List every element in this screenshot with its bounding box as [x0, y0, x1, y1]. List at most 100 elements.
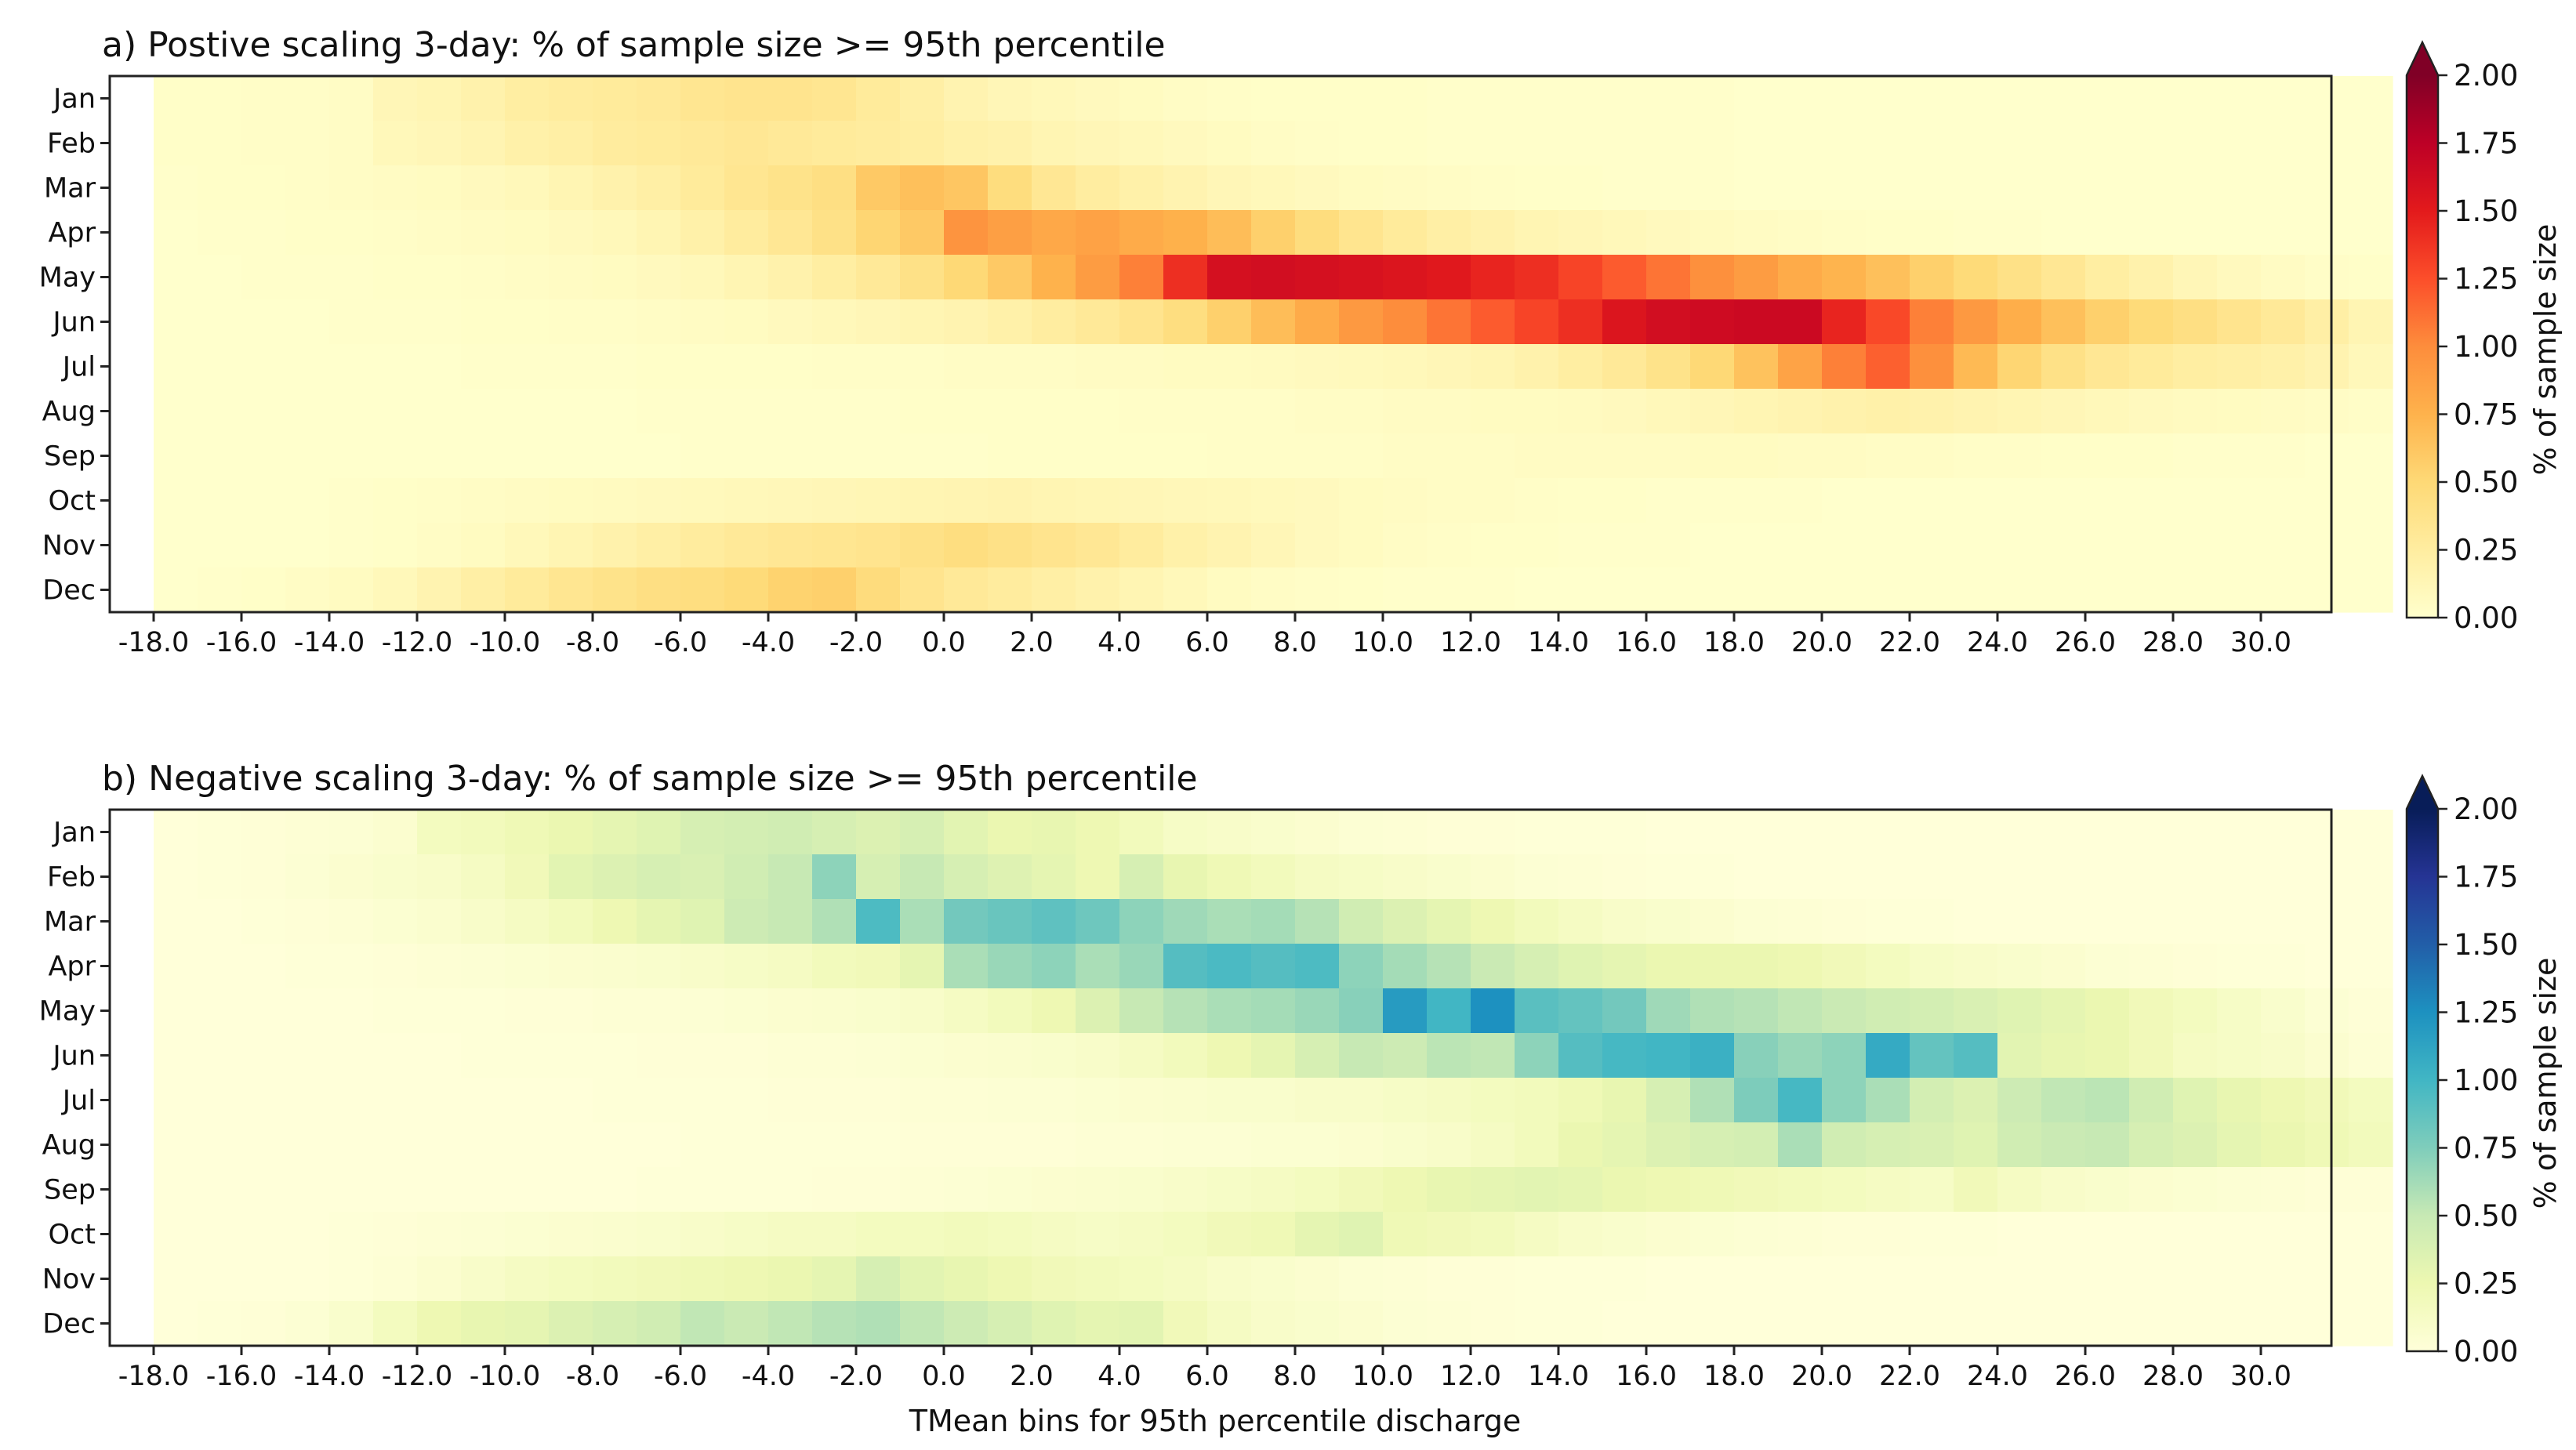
heatmap-cell [417, 988, 462, 1034]
heatmap-cell [1602, 1122, 1647, 1168]
heatmap-cell [593, 1122, 637, 1168]
heatmap-cell [373, 1212, 418, 1257]
heatmap-cell [988, 1122, 1032, 1168]
heatmap-cell [1295, 344, 1340, 390]
heatmap-cell [1997, 210, 2042, 256]
heatmap-cell [1558, 210, 1603, 256]
heatmap-cell [1471, 255, 1515, 300]
heatmap-cell [768, 76, 813, 121]
heatmap-cell [285, 478, 330, 524]
heatmap-cell [900, 121, 945, 166]
heatmap-cell [461, 1167, 506, 1213]
heatmap-cell [241, 389, 286, 434]
heatmap-cell [2041, 165, 2086, 211]
heatmap-cell [1997, 299, 2042, 345]
heatmap-cell [1383, 944, 1428, 989]
heatmap-cell [1910, 433, 1954, 479]
heatmap-cell [1602, 567, 1647, 613]
heatmap-cell [680, 478, 725, 524]
heatmap-cell [1119, 523, 1164, 568]
heatmap-cell [1339, 567, 1384, 613]
heatmap-cell [1602, 988, 1647, 1034]
heatmap-cell [1515, 255, 1559, 300]
heatmap-cell [549, 1301, 593, 1347]
x-tick-label: -10.0 [470, 1361, 541, 1392]
heatmap-cell [900, 344, 945, 390]
heatmap-cell [1910, 210, 1954, 256]
heatmap-cell [900, 1033, 945, 1078]
heatmap-cell [680, 255, 725, 300]
heatmap-cell [198, 854, 242, 900]
heatmap-cell [154, 1033, 198, 1078]
heatmap-cell [2349, 1033, 2393, 1078]
heatmap-cell [1339, 344, 1384, 390]
heatmap-cell [1032, 1167, 1076, 1213]
heatmap-cell [241, 1078, 286, 1123]
heatmap-cell [1822, 899, 1867, 944]
heatmap-cell [1558, 810, 1603, 855]
heatmap-cell [900, 1167, 945, 1213]
heatmap-cell [198, 76, 242, 121]
heatmap-cell [1427, 299, 1471, 345]
heatmap-cell [812, 1301, 857, 1347]
heatmap-cell [988, 1301, 1032, 1347]
heatmap-cell [2173, 1078, 2218, 1123]
heatmap-cell [1558, 76, 1603, 121]
month-label: Jan [52, 817, 96, 849]
heatmap-cell [1076, 76, 1120, 121]
heatmap-cell [1119, 1256, 1164, 1302]
x-tick-label: 8.0 [1273, 1361, 1317, 1392]
heatmap-cell [373, 344, 418, 390]
heatmap-cell [1032, 478, 1076, 524]
heatmap-cell [1602, 121, 1647, 166]
x-tick-label: -14.0 [294, 627, 365, 658]
heatmap-cell [329, 1301, 374, 1347]
heatmap-cell [1163, 299, 1208, 345]
heatmap-cell [1954, 810, 1998, 855]
heatmap-cell [1910, 1122, 1954, 1168]
heatmap-cell [900, 299, 945, 345]
heatmap-cell [1295, 210, 1340, 256]
heatmap-cell [373, 1033, 418, 1078]
heatmap-cell [154, 567, 198, 613]
heatmap-cell [154, 389, 198, 434]
heatmap-cell [1032, 1078, 1076, 1123]
colorbar-tick-label: 0.00 [2454, 1335, 2518, 1368]
heatmap-cell [505, 1167, 550, 1213]
heatmap-cell [329, 299, 374, 345]
heatmap-cell [1778, 854, 1823, 900]
heatmap-cell [1119, 299, 1164, 345]
heatmap-cell [285, 1212, 330, 1257]
colorbar-outline [2405, 774, 2440, 1353]
heatmap-cell [1207, 121, 1252, 166]
heatmap-cell [1646, 76, 1691, 121]
heatmap-cell [1383, 988, 1428, 1034]
heatmap-cell [988, 988, 1032, 1034]
heatmap-cell [1910, 988, 1954, 1034]
heatmap-cell [1954, 344, 1998, 390]
heatmap-cell [1427, 810, 1471, 855]
heatmap-cell [1646, 567, 1691, 613]
heatmap-cell [1822, 299, 1867, 345]
heatmap-cell [2305, 433, 2349, 479]
heatmap-cell [1954, 1301, 1998, 1347]
heatmap-cell [1515, 1078, 1559, 1123]
heatmap-cell [1295, 1212, 1340, 1257]
heatmap-cell [2173, 523, 2218, 568]
heatmap-cell [1207, 1078, 1252, 1123]
heatmap-cell [593, 210, 637, 256]
heatmap-cell [1822, 944, 1867, 989]
heatmap-cell [154, 76, 198, 121]
heatmap-cell [637, 523, 681, 568]
heatmap-cell [461, 1301, 506, 1347]
month-label: May [39, 263, 96, 294]
heatmap-cell [2305, 1033, 2349, 1078]
x-tick-label: 18.0 [1703, 627, 1765, 658]
heatmap-cell [2261, 854, 2306, 900]
heatmap-cell [768, 1167, 813, 1213]
heatmap-cell [2085, 944, 2130, 989]
heatmap-cell [1295, 121, 1340, 166]
heatmap-cell [1427, 433, 1471, 479]
heatmap-cell [1383, 1212, 1428, 1257]
heatmap-cell [1251, 165, 1296, 211]
